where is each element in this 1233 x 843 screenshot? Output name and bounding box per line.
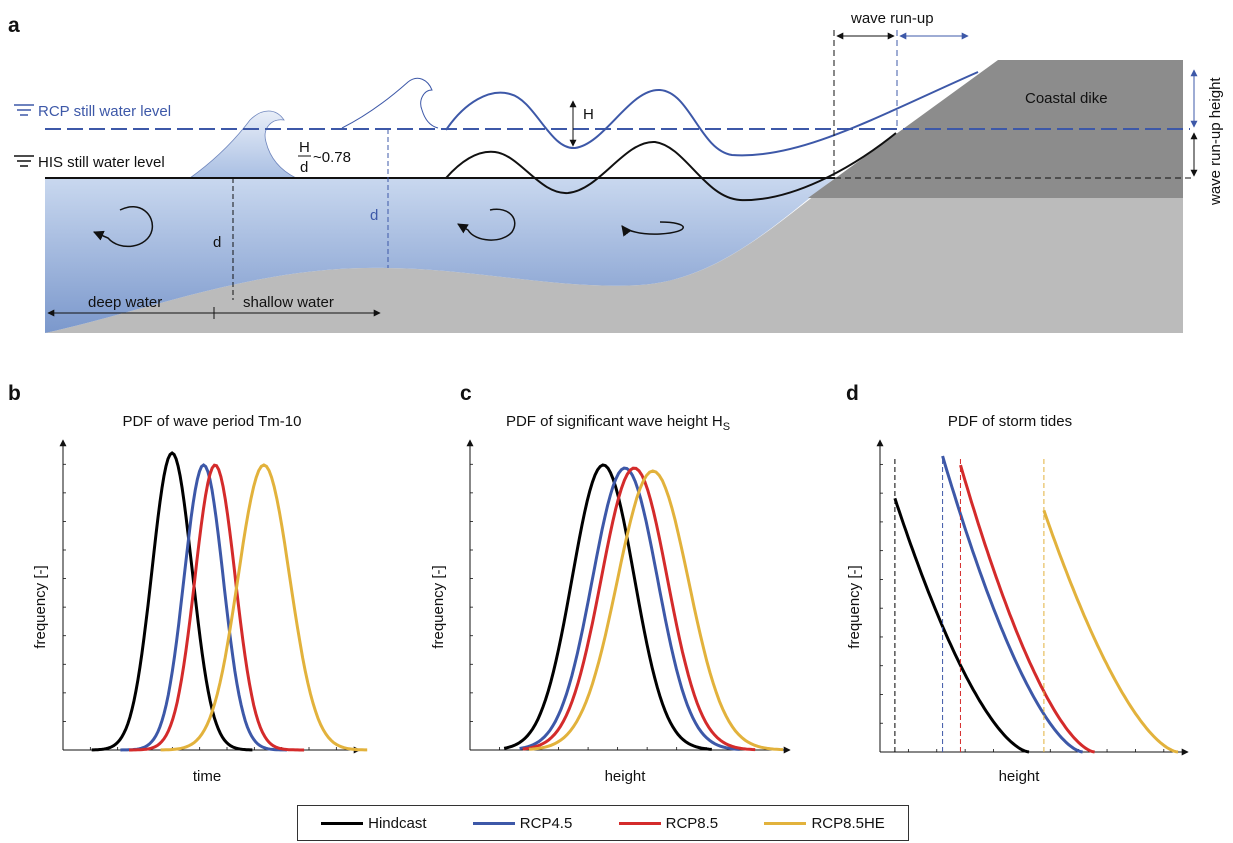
- series-line-rcp85-c: [522, 466, 756, 752]
- legend-label-rcp85: RCP8.5: [665, 814, 719, 832]
- series-line-rcp85-d: [959, 464, 1095, 754]
- breaker-ratio-denominator: d: [300, 159, 308, 176]
- charts-group: [59, 439, 1189, 756]
- legend-item-hindcast: Hindcast: [321, 814, 427, 832]
- depth-label-rcp: d: [370, 207, 378, 224]
- legend: Hindcast RCP4.5 RCP8.5 RCP8.5HE: [297, 805, 909, 841]
- series-line-rcp85he-b: [160, 463, 368, 752]
- series-line-hindcast-c: [503, 463, 712, 751]
- his-level-symbol: [14, 155, 34, 167]
- legend-label-rcp45: RCP4.5: [519, 814, 573, 832]
- breaker-ratio-value: ~0.78: [313, 149, 351, 166]
- legend-item-rcp45: RCP4.5: [472, 814, 573, 832]
- chart-title-storm: PDF of storm tides: [948, 413, 1072, 430]
- series-line-rcp85-b: [129, 463, 305, 752]
- coastal-dike-label: Coastal dike: [1025, 90, 1108, 107]
- breaking-wave-rcp: [341, 77, 439, 129]
- panel-label-b: b: [8, 382, 21, 405]
- series-line-hindcast-d: [893, 497, 1030, 754]
- water-body: [45, 178, 835, 333]
- series-line-rcp85he-c: [528, 469, 784, 752]
- x-axis-title-c: height: [605, 768, 647, 785]
- series-line-hindcast-b: [91, 451, 253, 752]
- shallow-water-label: shallow water: [243, 294, 334, 311]
- breaker-ratio-numerator: H: [299, 139, 310, 156]
- chart-title-height: PDF of significant wave height HS: [506, 413, 730, 433]
- wave-profile-his: [445, 132, 897, 202]
- wave-run-up-label: wave run-up: [850, 10, 934, 27]
- wave-height-label: H: [583, 106, 594, 123]
- panel-label-d: d: [846, 382, 859, 405]
- y-axis-title-d: frequency [-]: [846, 565, 863, 648]
- legend-label-rcp85he: RCP8.5HE: [811, 814, 885, 832]
- swirl-arrow-2: [457, 208, 516, 241]
- legend-swatch-rcp85: [618, 821, 661, 825]
- depth-label-his: d: [213, 234, 221, 251]
- wave-profile-rcp: [445, 71, 979, 157]
- panel-label-c: c: [460, 382, 472, 405]
- swirl-arrow-1: [93, 206, 154, 248]
- breaking-wave: [188, 110, 297, 179]
- his-level-label: HIS still water level: [38, 154, 165, 171]
- rcp-level-symbol: [14, 104, 34, 116]
- series-line-rcp45-d: [941, 455, 1083, 754]
- series-line-rcp45-b: [120, 463, 287, 752]
- y-axis-title-b: frequency [-]: [32, 565, 49, 648]
- legend-swatch-rcp45: [472, 821, 515, 825]
- series-line-rcp85he-d: [1042, 509, 1179, 754]
- rcp-level-label: RCP still water level: [38, 103, 171, 120]
- swirl-arrow-3: [621, 221, 684, 237]
- legend-item-rcp85he: RCP8.5HE: [764, 814, 885, 832]
- x-axis-title-b: time: [193, 768, 221, 785]
- deep-water-label: deep water: [88, 294, 162, 311]
- series-line-rcp45-c: [519, 466, 740, 751]
- legend-item-rcp85: RCP8.5: [618, 814, 719, 832]
- wave-run-up-height-label: wave run-up height: [1207, 77, 1224, 206]
- legend-label-hindcast: Hindcast: [368, 814, 427, 832]
- x-axis-title-d: height: [999, 768, 1041, 785]
- legend-swatch-hindcast: [321, 821, 364, 825]
- chart-title-period: PDF of wave period Tm-10: [123, 413, 302, 430]
- seabed: [45, 180, 1183, 333]
- legend-swatch-rcp85he: [764, 821, 807, 825]
- panel-label-a: a: [8, 14, 20, 37]
- y-axis-title-c: frequency [-]: [430, 565, 447, 648]
